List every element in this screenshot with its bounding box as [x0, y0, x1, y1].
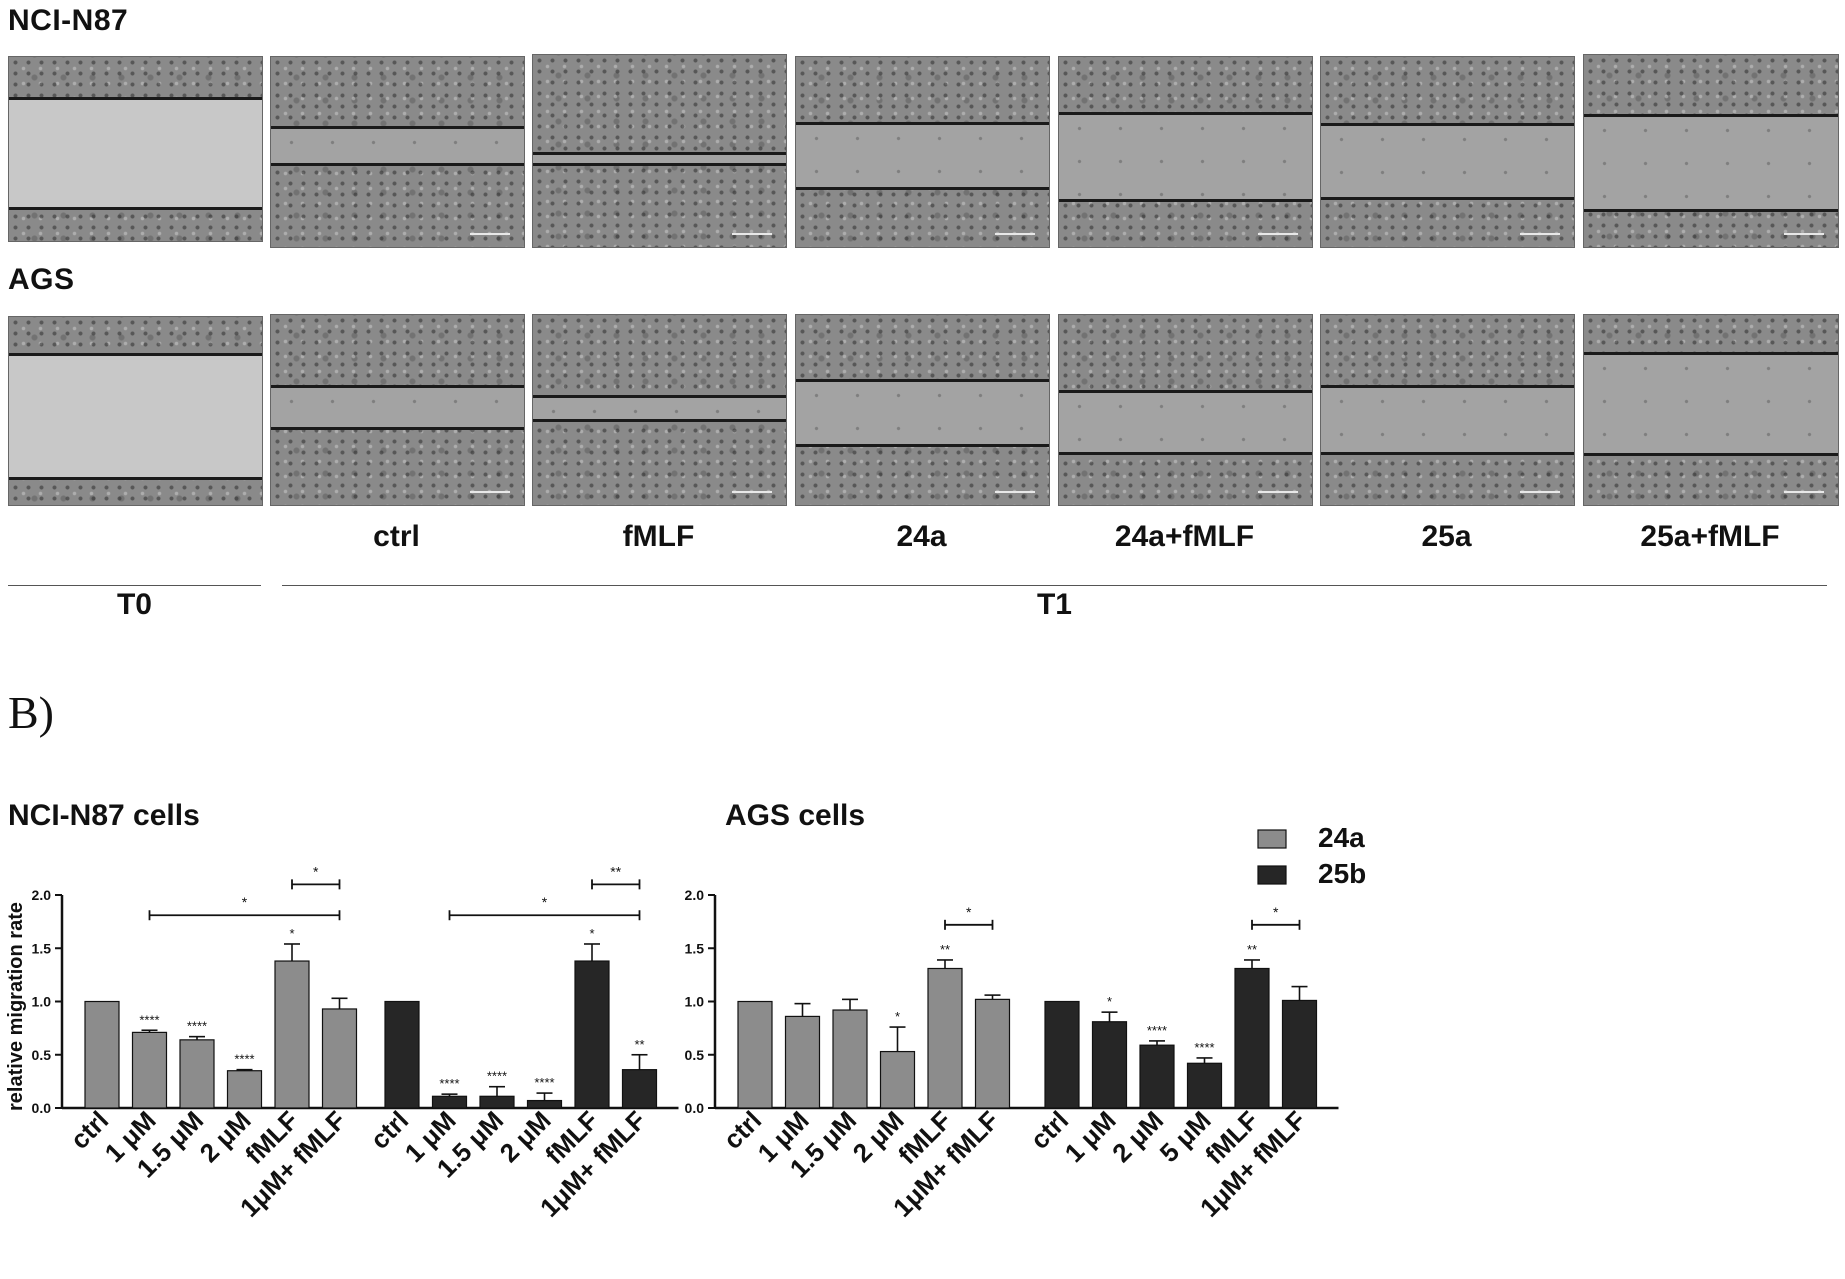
significance-nci-n87-cells-25b-2: ****: [487, 1069, 507, 1084]
condition-label-24a: 24a: [896, 520, 947, 553]
chart-title-nci-n87: NCI-N87 cells: [8, 799, 200, 832]
bar-ags-cells-25b-0: [1044, 1000, 1080, 1109]
row-label-ags: AGS: [8, 263, 75, 296]
significance-nci-n87-cells-24a-2: ****: [187, 1019, 207, 1034]
bar-ags-cells-25b-1: [1091, 1021, 1128, 1109]
micrograph-nci-n87-24a-fmlf: [1058, 56, 1313, 248]
bar-ags-cells-25b-5: [1281, 999, 1318, 1109]
legend-swatch-24a: [1257, 829, 1287, 849]
micrograph-nci-n87-ctrl: [270, 56, 525, 248]
legend-label-25b: 25b: [1318, 858, 1366, 889]
bar-nci-n87-cells-25b-0: [384, 1000, 420, 1109]
y-tick-label-nci-n87-cells-3: 1.5: [32, 940, 52, 956]
y-tick-label-nci-n87-cells-1: 0.5: [32, 1047, 52, 1063]
bracket-label-nci-n87-cells-0: *: [242, 894, 248, 910]
bar-nci-n87-cells-25b-4: [574, 960, 610, 1109]
bar-ags-cells-24a-0: [737, 1000, 773, 1109]
timepoint-label-t1: T1: [1036, 588, 1072, 621]
bar-nci-n87-cells-25b-1: [431, 1095, 468, 1109]
y-tick-label-nci-n87-cells-2: 1.0: [32, 994, 52, 1010]
category-label-ags-cells-25b-1: 1 μM: [1059, 1105, 1122, 1168]
bar-nci-n87-cells-25b-2: [479, 1095, 515, 1109]
micrograph-ags-fmlf: [532, 314, 787, 506]
significance-ags-cells-25b-1: *: [1107, 994, 1112, 1009]
significance-ags-cells-25b-4: **: [1247, 942, 1257, 957]
micrograph-nci-n87-25a: [1320, 56, 1575, 248]
bracket-label-nci-n87-cells-2: *: [542, 894, 548, 910]
bar-ags-cells-25b-2: [1139, 1044, 1175, 1109]
significance-nci-n87-cells-25b-4: *: [589, 926, 594, 941]
y-tick-label-nci-n87-cells-0: 0.0: [32, 1100, 52, 1116]
timepoint-label-t0: T0: [116, 588, 152, 621]
significance-ags-cells-24a-3: *: [895, 1009, 900, 1024]
chart-title-ags: AGS cells: [725, 799, 866, 832]
micrograph-ags-25a-fmlf: [1583, 314, 1839, 506]
bar-nci-n87-cells-24a-1: [131, 1031, 168, 1109]
bar-nci-n87-cells-25b-5: [621, 1069, 658, 1109]
bracket-label-nci-n87-cells-3: **: [610, 863, 621, 879]
bar-nci-n87-cells-24a-2: [179, 1039, 215, 1109]
micrograph-ags-ctrl: [270, 314, 525, 506]
bracket-label-ags-cells-0: *: [966, 904, 972, 920]
significance-ags-cells-25b-3: ****: [1194, 1040, 1214, 1055]
micrograph-nci-n87-fmlf: [532, 54, 787, 248]
bar-ags-cells-24a-4: [927, 967, 963, 1109]
significance-ags-cells-24a-4: **: [940, 942, 950, 957]
significance-nci-n87-cells-25b-5: **: [634, 1037, 644, 1052]
bar-nci-n87-cells-24a-4: [274, 960, 310, 1109]
legend-label-24a: 24a: [1318, 822, 1365, 853]
y-tick-label-ags-cells-0: 0.0: [685, 1100, 705, 1116]
bar-ags-cells-24a-5: [974, 998, 1011, 1109]
bar-ags-cells-24a-1: [784, 1015, 821, 1109]
category-label-nci-n87-cells-24a-3: 2 μM: [194, 1105, 257, 1168]
legend-swatch-25b: [1257, 865, 1287, 885]
bar-ags-cells-24a-3: [879, 1050, 916, 1109]
row-label-nci-n87: NCI-N87: [8, 4, 129, 37]
significance-nci-n87-cells-25b-1: ****: [439, 1076, 459, 1091]
bar-nci-n87-cells-24a-5: [321, 1008, 358, 1109]
bracket-label-nci-n87-cells-1: *: [313, 863, 319, 879]
y-tick-label-nci-n87-cells-4: 2.0: [32, 887, 52, 903]
bar-ags-cells-25b-3: [1186, 1062, 1223, 1109]
category-label-ags-cells-25b-3: 5 μM: [1154, 1105, 1217, 1168]
y-tick-label-ags-cells-2: 1.0: [685, 994, 705, 1010]
category-label-ags-cells-25b-2: 2 μM: [1106, 1105, 1169, 1168]
timepoint-divider-t0: [8, 585, 261, 586]
bar-nci-n87-cells-25b-3: [526, 1099, 563, 1109]
condition-label-25a: 25a: [1421, 520, 1472, 553]
y-tick-label-ags-cells-4: 2.0: [685, 887, 705, 903]
micrograph-ags-24a-fmlf: [1058, 314, 1313, 506]
condition-label-25a-fmlf: 25a+fMLF: [1640, 520, 1780, 553]
bar-ags-cells-24a-2: [832, 1009, 868, 1109]
bar-nci-n87-cells-24a-3: [226, 1070, 263, 1109]
significance-nci-n87-cells-25b-3: ****: [534, 1075, 554, 1090]
micrograph-nci-n87-25a-fmlf: [1583, 54, 1839, 248]
micrograph-nci-n87-t0: [8, 56, 263, 242]
panel-letter-b: B): [8, 687, 54, 738]
micrograph-nci-n87-24a: [795, 56, 1050, 248]
significance-ags-cells-25b-2: ****: [1147, 1023, 1167, 1038]
micrograph-ags-24a: [795, 314, 1050, 506]
bar-ags-cells-25b-4: [1234, 967, 1270, 1109]
category-label-nci-n87-cells-25b-3: 2 μM: [494, 1105, 557, 1168]
micrograph-ags-t0: [8, 316, 263, 506]
significance-nci-n87-cells-24a-4: *: [289, 926, 294, 941]
micrograph-ags-25a: [1320, 314, 1575, 506]
y-tick-label-ags-cells-1: 0.5: [685, 1047, 705, 1063]
condition-label-24a-fmlf: 24a+fMLF: [1114, 520, 1255, 553]
y-tick-label-ags-cells-3: 1.5: [685, 940, 705, 956]
significance-nci-n87-cells-24a-1: ****: [139, 1012, 159, 1027]
condition-label-ctrl: ctrl: [373, 520, 420, 553]
timepoint-divider-t1: [282, 585, 1827, 586]
bracket-label-ags-cells-1: *: [1273, 904, 1279, 920]
condition-label-fmlf: fMLF: [622, 520, 695, 553]
bar-nci-n87-cells-24a-0: [84, 1000, 120, 1109]
y-axis-label-nci-n87-cells: relative migration rate: [5, 902, 27, 1111]
category-label-ags-cells-24a-3: 2 μM: [847, 1105, 910, 1168]
significance-nci-n87-cells-24a-3: ****: [234, 1052, 254, 1067]
